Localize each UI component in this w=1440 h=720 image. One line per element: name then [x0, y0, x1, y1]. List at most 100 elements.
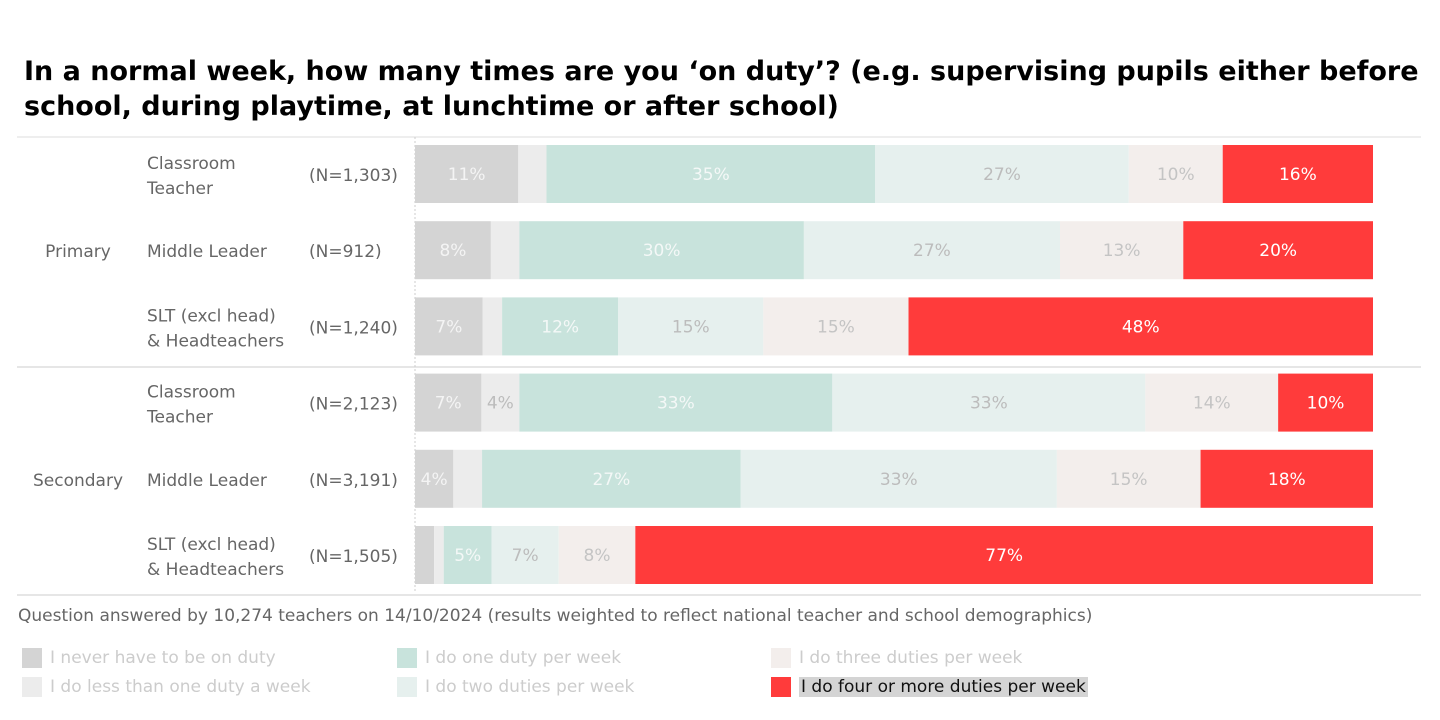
bar-segment [490, 221, 520, 280]
bar-segment [635, 526, 1373, 584]
data-label: 35% [692, 165, 730, 185]
data-label: 33% [880, 470, 918, 490]
data-label: 7% [435, 394, 462, 414]
group-label: Primary [45, 242, 111, 262]
bar-segment [415, 449, 454, 508]
bar-segment [546, 145, 876, 203]
bar-segment [415, 145, 519, 203]
legend-label: I do two duties per week [425, 677, 635, 697]
footnote: Question answered by 10,274 teachers on … [18, 606, 1093, 626]
data-label: 10% [1157, 165, 1195, 185]
bar-segment [519, 221, 804, 280]
bar-segment [434, 526, 444, 584]
legend-label: I never have to be on duty [50, 648, 276, 668]
data-label: 4% [421, 470, 448, 490]
row-label: & Headteachers [147, 331, 284, 351]
bar-segment [832, 373, 1146, 432]
bar-segment [763, 297, 909, 356]
bar-segment [502, 297, 619, 356]
legend-item[interactable]: I do two duties per week [397, 676, 634, 698]
bar-segment [618, 297, 764, 356]
bar-segment [1200, 449, 1373, 508]
chart-title: In a normal week, how many times are you… [24, 56, 1419, 122]
data-label: 77% [985, 546, 1023, 566]
legend-item[interactable]: I do three duties per week [771, 647, 1022, 669]
data-label: 33% [657, 394, 695, 414]
bar-segment [1145, 373, 1279, 432]
bar-segment [443, 526, 492, 584]
data-label: 27% [913, 241, 951, 261]
sample-size: (N=2,123) [309, 395, 398, 415]
data-label: 27% [983, 165, 1021, 185]
data-label: 18% [1268, 470, 1306, 490]
sample-size: (N=1,303) [309, 166, 398, 186]
legend-label: I do less than one duty a week [50, 677, 311, 697]
legend-label: I do one duty per week [425, 648, 622, 668]
data-label: 13% [1103, 241, 1141, 261]
bar-segment [1183, 221, 1373, 280]
data-label: 5% [454, 546, 481, 566]
row-label: Classroom [147, 383, 236, 403]
bar-segment [1059, 221, 1184, 280]
data-label: 7% [512, 546, 539, 566]
legend-swatch [771, 677, 791, 697]
bar-segment [415, 373, 482, 432]
row-label: Teacher [146, 179, 213, 199]
legend-item[interactable]: I never have to be on duty [22, 647, 276, 669]
bar-segment [1128, 145, 1223, 203]
bar-segment [875, 145, 1129, 203]
data-label: 48% [1122, 317, 1160, 337]
legend-label: I do three duties per week [799, 648, 1023, 668]
legend-label: I do four or more duties per week [799, 677, 1088, 697]
bar-segment [481, 373, 520, 432]
group-label: Secondary [33, 471, 123, 491]
bar-segment [415, 297, 483, 356]
row-label: Middle Leader [147, 471, 267, 491]
bar-segment [1056, 449, 1201, 508]
bar-segment [1278, 373, 1373, 432]
data-label: 30% [643, 241, 681, 261]
row-label: SLT (excl head) [147, 535, 276, 555]
data-label: 10% [1307, 394, 1345, 414]
data-label: 7% [435, 317, 462, 337]
legend-item[interactable]: I do less than one duty a week [22, 676, 311, 698]
bar-segment [415, 221, 491, 280]
row-label: SLT (excl head) [147, 306, 276, 326]
data-label: 8% [439, 241, 466, 261]
row-label: Middle Leader [147, 242, 267, 262]
legend-swatch [22, 648, 42, 668]
sample-size: (N=1,505) [309, 547, 398, 567]
row-label: Teacher [146, 408, 213, 428]
bar-segment [740, 449, 1057, 508]
bar-segment [558, 526, 636, 584]
legend-swatch [22, 677, 42, 697]
bar-segment [803, 221, 1060, 280]
data-label: 27% [592, 470, 630, 490]
data-label: 8% [584, 546, 611, 566]
row-label: Classroom [147, 154, 236, 174]
data-label: 12% [541, 317, 579, 337]
data-label: 15% [1110, 470, 1148, 490]
data-label: 14% [1193, 394, 1231, 414]
row-label: & Headteachers [147, 560, 284, 580]
data-label: 11% [448, 165, 486, 185]
data-label: 16% [1279, 165, 1317, 185]
data-label: 20% [1259, 241, 1297, 261]
bar-segment [908, 297, 1373, 356]
legend-item[interactable]: I do four or more duties per week [771, 676, 1088, 698]
bar-segment [415, 526, 435, 584]
data-label: 15% [672, 317, 710, 337]
sample-size: (N=912) [309, 242, 382, 262]
bar-segment [482, 297, 503, 356]
sample-size: (N=1,240) [309, 318, 398, 338]
legend-item[interactable]: I do one duty per week [397, 647, 621, 669]
bar-segment [453, 449, 483, 508]
legend-swatch [397, 677, 417, 697]
legend-swatch [397, 648, 417, 668]
data-label: 33% [970, 394, 1008, 414]
legend-swatch [771, 648, 791, 668]
sample-size: (N=3,191) [309, 471, 398, 491]
bar-segment [519, 373, 833, 432]
bar-segment [1222, 145, 1373, 203]
